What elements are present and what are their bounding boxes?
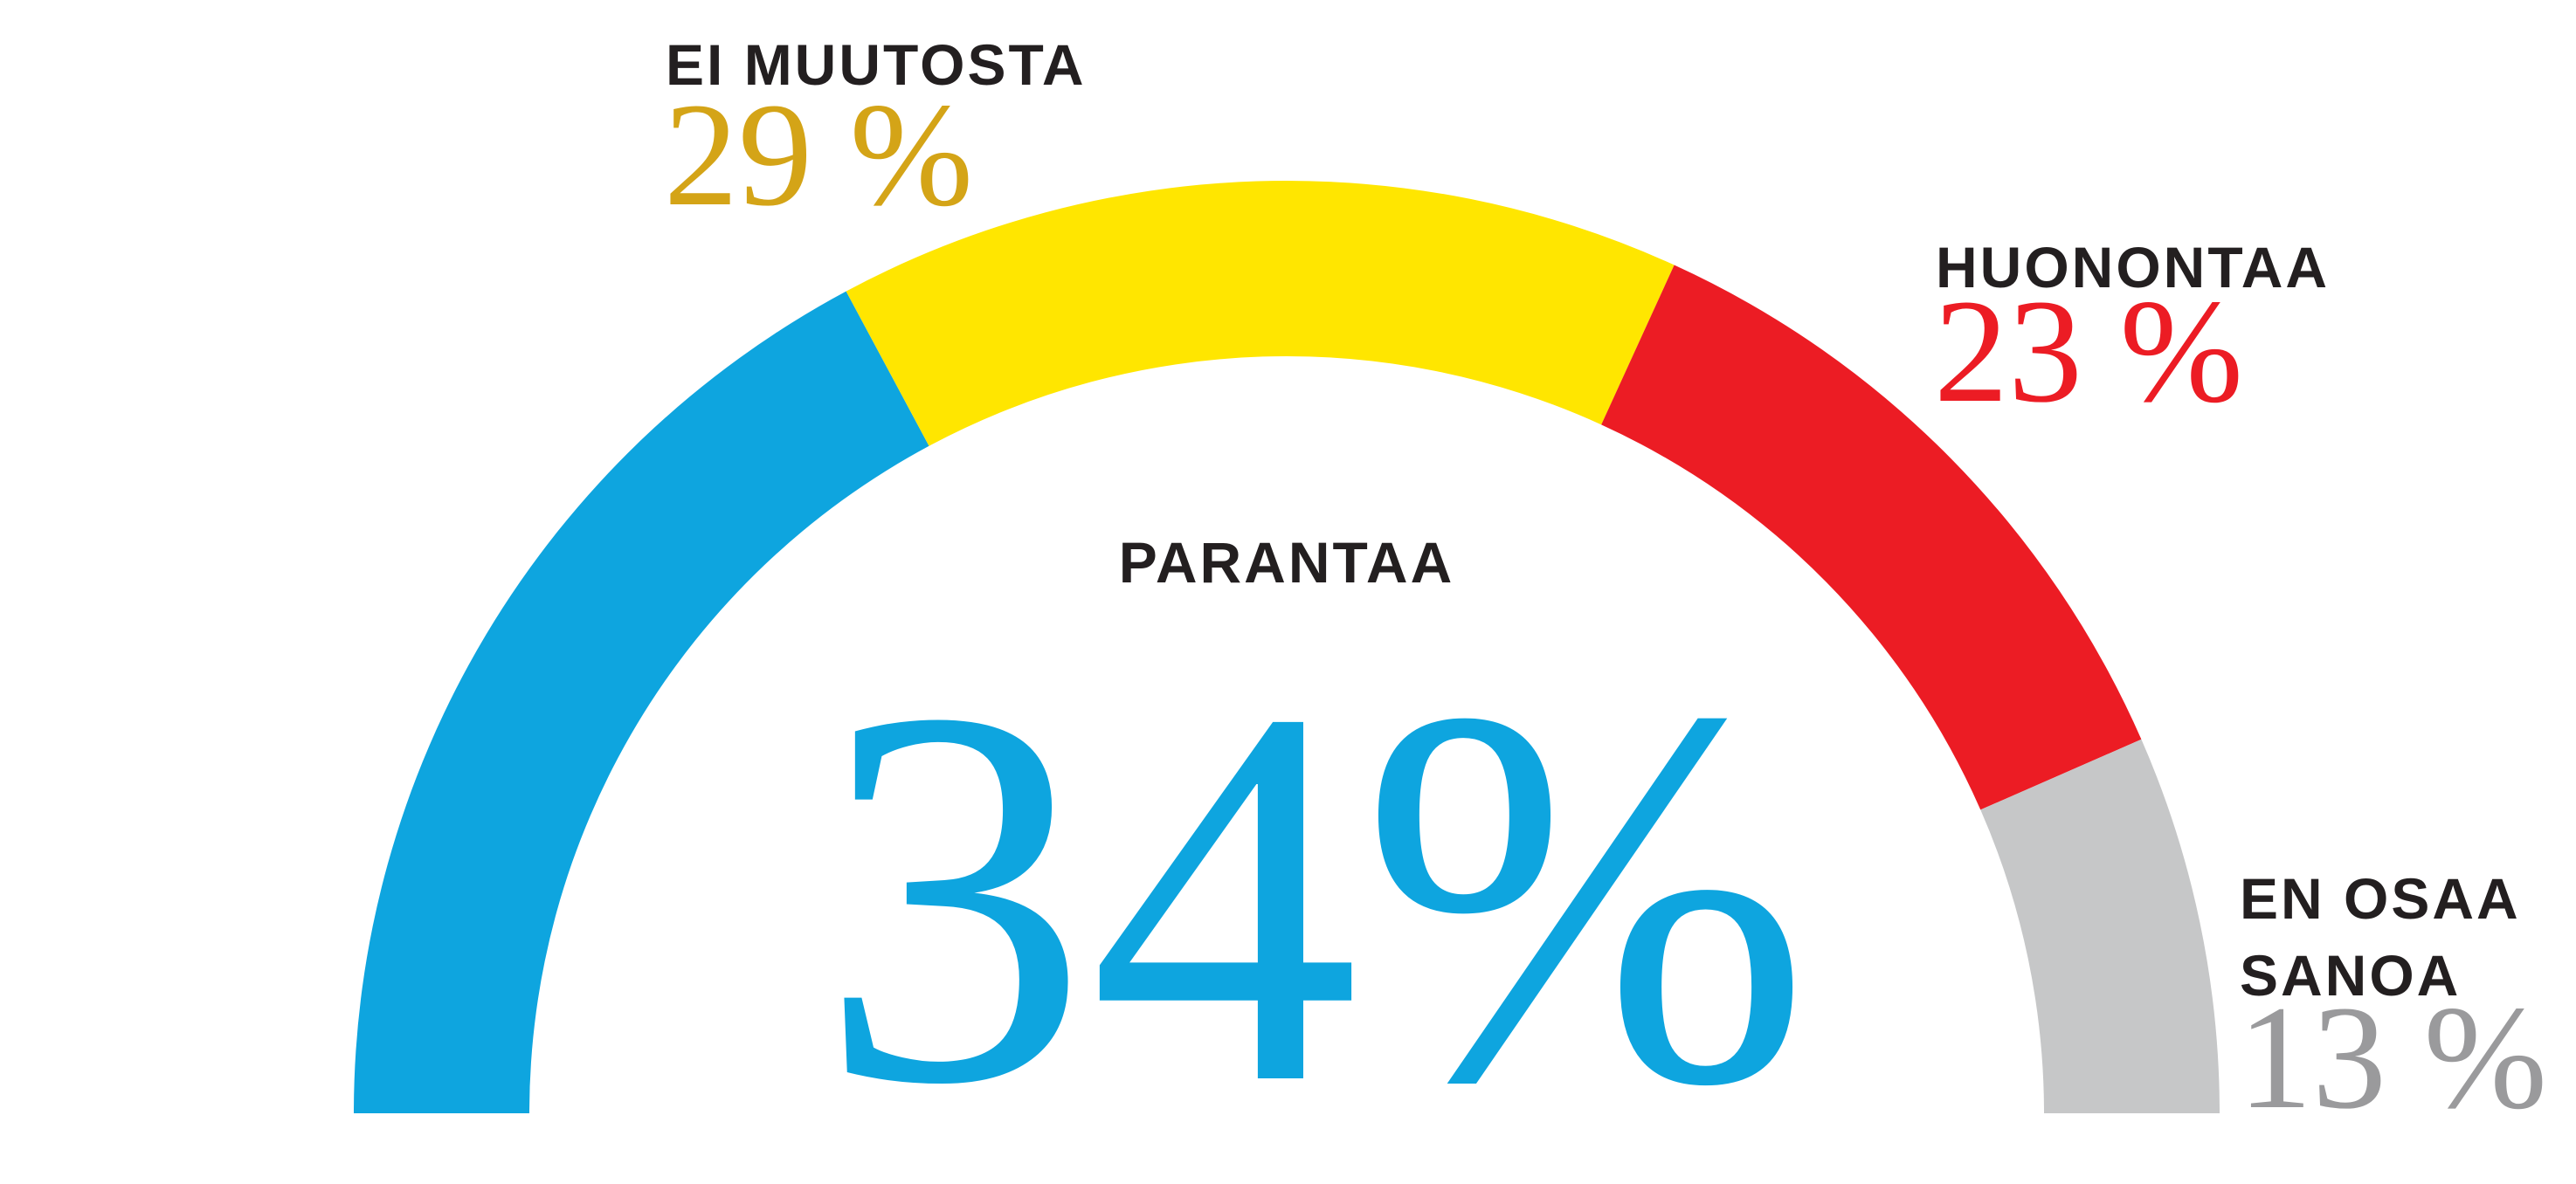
value-label: 34% — [818, 597, 1812, 1184]
slice — [1980, 739, 2220, 1113]
slice — [354, 291, 929, 1114]
slice — [1601, 265, 2142, 810]
category-label: EN OSAA SANOA — [2240, 866, 2519, 1008]
category-label: EI MUUTOSTA — [666, 32, 1087, 97]
category-label: HUONONTAA — [1936, 235, 2331, 299]
value-label: 29 % — [664, 72, 974, 237]
value-label: 13 % — [2238, 975, 2548, 1139]
value-label: 23 % — [1934, 269, 2244, 433]
slice — [846, 181, 1675, 446]
category-label: PARANTAA — [1118, 530, 1455, 595]
